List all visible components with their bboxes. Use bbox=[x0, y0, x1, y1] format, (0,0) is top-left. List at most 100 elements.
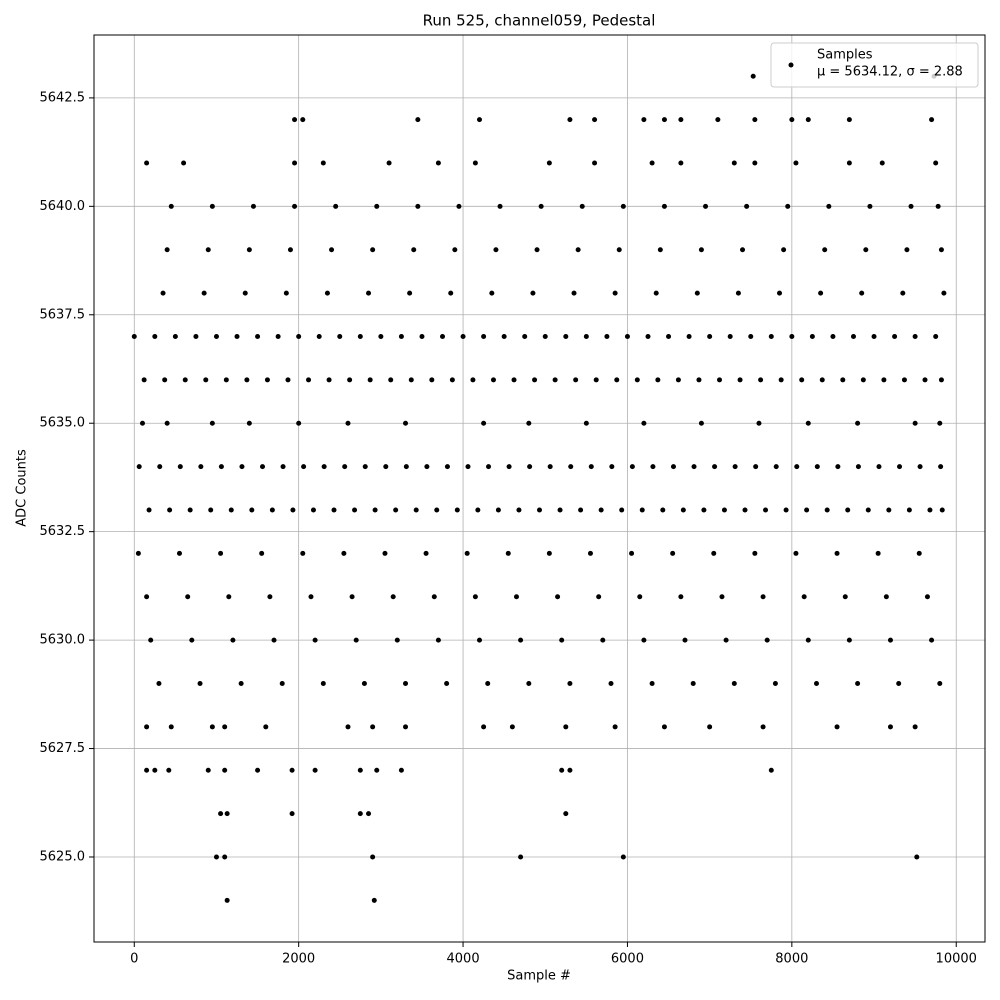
point bbox=[337, 333, 343, 339]
point bbox=[822, 247, 828, 253]
point bbox=[721, 507, 727, 513]
point bbox=[357, 767, 363, 773]
point bbox=[407, 290, 413, 296]
point bbox=[938, 247, 944, 253]
point bbox=[440, 333, 446, 339]
point bbox=[283, 290, 289, 296]
point bbox=[166, 767, 172, 773]
point bbox=[641, 420, 647, 426]
point bbox=[938, 377, 944, 383]
point bbox=[493, 247, 499, 253]
point bbox=[306, 377, 312, 383]
point bbox=[645, 333, 651, 339]
point bbox=[698, 247, 704, 253]
point bbox=[619, 507, 625, 513]
point bbox=[740, 247, 746, 253]
point bbox=[731, 160, 737, 166]
point bbox=[452, 247, 458, 253]
point bbox=[516, 507, 522, 513]
point bbox=[732, 464, 738, 470]
point bbox=[826, 203, 832, 209]
point bbox=[465, 464, 471, 470]
point bbox=[345, 420, 351, 426]
point bbox=[670, 550, 676, 556]
point bbox=[292, 203, 298, 209]
point bbox=[875, 550, 881, 556]
point bbox=[224, 811, 230, 817]
point bbox=[476, 117, 482, 123]
point bbox=[454, 507, 460, 513]
point bbox=[226, 594, 232, 600]
point bbox=[182, 377, 188, 383]
point bbox=[587, 550, 593, 556]
point bbox=[370, 854, 376, 860]
point bbox=[552, 377, 558, 383]
point bbox=[218, 464, 224, 470]
point bbox=[172, 333, 178, 339]
point bbox=[259, 550, 265, 556]
point bbox=[563, 811, 569, 817]
point bbox=[694, 290, 700, 296]
y-tick-label: 5635.0 bbox=[40, 416, 86, 431]
point bbox=[371, 897, 377, 903]
point bbox=[908, 203, 914, 209]
point bbox=[255, 333, 261, 339]
point bbox=[860, 377, 866, 383]
point bbox=[655, 377, 661, 383]
point bbox=[131, 333, 137, 339]
point bbox=[933, 333, 939, 339]
point bbox=[198, 464, 204, 470]
point bbox=[717, 377, 723, 383]
point bbox=[592, 117, 598, 123]
point bbox=[357, 811, 363, 817]
point bbox=[136, 464, 142, 470]
point bbox=[887, 724, 893, 730]
point bbox=[583, 420, 589, 426]
point bbox=[760, 594, 766, 600]
point bbox=[209, 724, 215, 730]
point bbox=[326, 377, 332, 383]
point bbox=[805, 117, 811, 123]
point bbox=[490, 377, 496, 383]
point bbox=[429, 377, 435, 383]
point bbox=[139, 420, 145, 426]
point bbox=[250, 203, 256, 209]
point bbox=[678, 594, 684, 600]
point bbox=[393, 507, 399, 513]
point bbox=[271, 637, 277, 643]
point bbox=[696, 377, 702, 383]
point bbox=[228, 507, 234, 513]
point bbox=[804, 507, 810, 513]
point bbox=[522, 333, 528, 339]
point bbox=[703, 203, 709, 209]
point bbox=[773, 464, 779, 470]
point bbox=[871, 333, 877, 339]
point bbox=[352, 507, 358, 513]
point bbox=[846, 117, 852, 123]
point bbox=[583, 333, 589, 339]
point bbox=[448, 290, 454, 296]
point bbox=[612, 290, 618, 296]
point bbox=[799, 377, 805, 383]
point bbox=[701, 507, 707, 513]
point bbox=[464, 550, 470, 556]
point bbox=[886, 507, 892, 513]
point bbox=[609, 464, 615, 470]
point bbox=[244, 377, 250, 383]
point bbox=[218, 811, 224, 817]
point bbox=[209, 203, 215, 209]
point bbox=[917, 464, 923, 470]
point bbox=[896, 680, 902, 686]
point bbox=[859, 290, 865, 296]
point bbox=[509, 724, 515, 730]
point bbox=[922, 377, 928, 383]
point bbox=[883, 594, 889, 600]
point bbox=[935, 203, 941, 209]
point bbox=[912, 724, 918, 730]
point bbox=[691, 464, 697, 470]
point bbox=[403, 724, 409, 730]
point bbox=[563, 724, 569, 730]
point bbox=[347, 377, 353, 383]
point bbox=[187, 507, 193, 513]
point bbox=[148, 637, 154, 643]
